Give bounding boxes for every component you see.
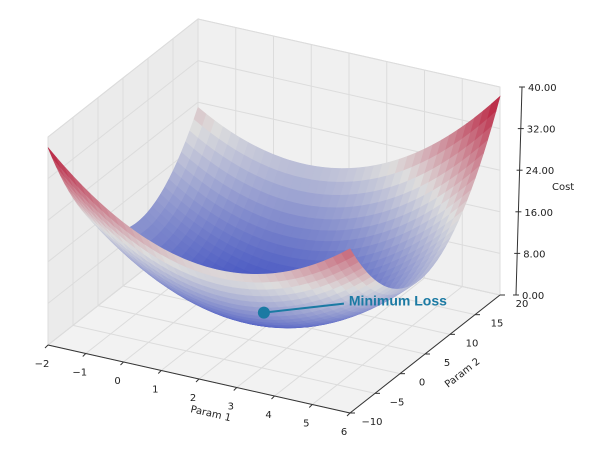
z-tick-label: 16.00 (524, 208, 553, 219)
x-tick-label: 0 (114, 376, 120, 387)
y-tick-label: −5 (390, 397, 405, 408)
x-tick-label: 1 (152, 385, 158, 396)
annotation: Minimum Loss (257, 293, 447, 319)
grid-line (47, 143, 199, 263)
grid-line (97, 305, 401, 375)
y-tick-label: 0 (419, 378, 425, 389)
x-tick (157, 370, 162, 374)
grid-line (197, 18, 501, 88)
x-tick-label: 3 (228, 402, 234, 413)
annotation-label: Minimum Loss (349, 293, 447, 309)
z-tick-label: 0.00 (522, 291, 544, 302)
x-tick (82, 353, 87, 357)
x-tick (44, 344, 49, 349)
x-tick (346, 412, 351, 417)
x-tick-label: 2 (190, 393, 196, 404)
x-tick-label: −2 (35, 359, 50, 370)
x-tick-label: −1 (72, 368, 87, 379)
z-tick-label: 40.00 (528, 83, 557, 94)
surface (47, 95, 501, 329)
surface-facet (341, 248, 355, 261)
z-tick-label: 8.00 (523, 249, 545, 260)
minimum-point (257, 306, 270, 319)
z-axis-line (515, 86, 523, 296)
x-axis-label: Param 1 (189, 404, 232, 424)
z-tick-label: 24.00 (526, 166, 555, 177)
y-tick-label: 10 (466, 338, 479, 349)
x-tick-label: 6 (341, 427, 347, 438)
grid-line (47, 101, 199, 221)
grid-line (47, 60, 199, 179)
y-tick-label: −10 (361, 417, 382, 428)
grid-line (72, 324, 376, 394)
x-tick (120, 361, 124, 366)
grid-line (197, 60, 501, 130)
x-tick (233, 387, 238, 391)
y-tick-label: 20 (516, 299, 529, 310)
x-tick-label: 4 (265, 410, 271, 421)
x-tick-label: 5 (303, 419, 309, 430)
z-tick-label: 32.00 (527, 125, 556, 136)
y-tick-label: 5 (444, 358, 450, 369)
x-tick (271, 395, 275, 400)
z-axis-label: Cost (552, 182, 574, 193)
x-tick (308, 404, 313, 408)
grid-line (47, 18, 199, 138)
annotation-arrow (263, 302, 345, 314)
x-tick (195, 378, 200, 383)
y-tick-label: 15 (491, 319, 504, 330)
axes: −2−10123456−10−5051015200.008.0016.0024.… (35, 83, 557, 438)
